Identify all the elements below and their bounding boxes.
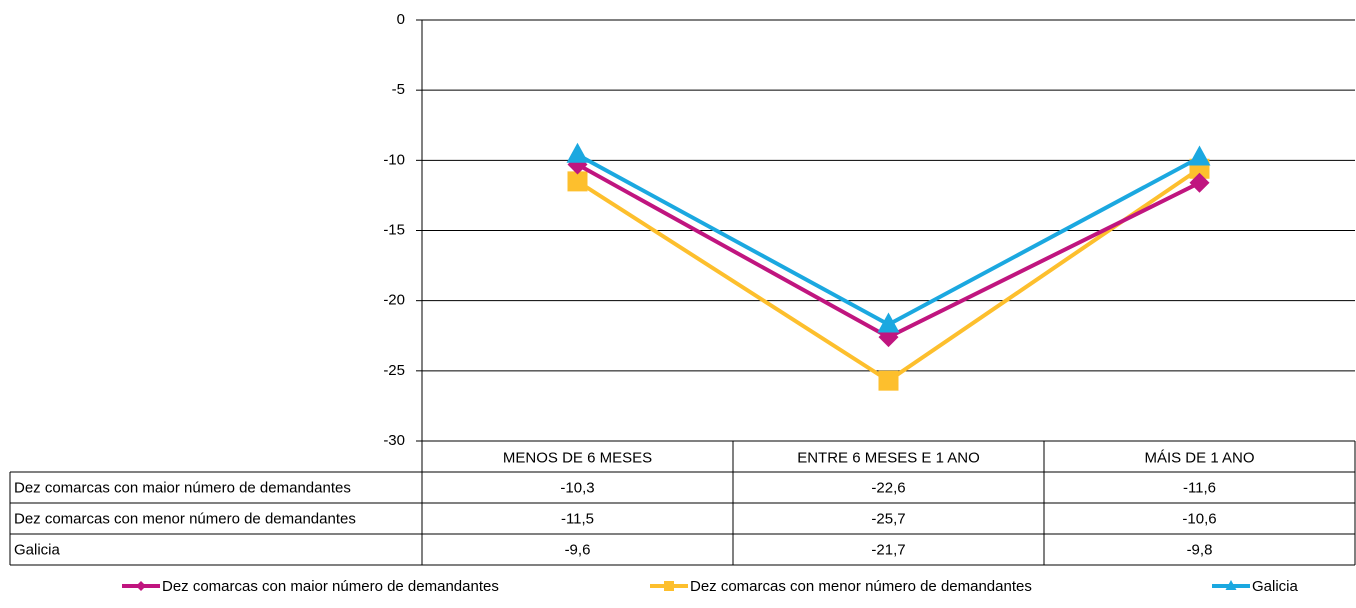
data-point xyxy=(567,171,588,192)
legend-marker xyxy=(664,581,674,591)
table-cell: -11,5 xyxy=(561,510,594,527)
y-tick-label: -15 xyxy=(383,221,405,238)
legend-marker xyxy=(1225,580,1237,590)
data-point xyxy=(1188,145,1211,166)
series-line xyxy=(576,162,1201,340)
legend-label: Dez comarcas con menor número de demanda… xyxy=(690,578,1032,595)
series-line xyxy=(576,167,1201,384)
data-point xyxy=(878,370,899,391)
table-row-label: Galicia xyxy=(14,541,61,558)
y-tick-label: 0 xyxy=(397,11,405,28)
table-cell: -25,7 xyxy=(871,510,905,527)
table-cell: -22,6 xyxy=(871,479,905,496)
y-tick-label: -30 xyxy=(383,432,405,449)
legend-marker xyxy=(136,581,146,591)
x-tick-label: MENOS DE 6 MESES xyxy=(503,449,652,466)
table-row-label: Dez comarcas con menor número de demanda… xyxy=(14,510,356,527)
table-cell: -10,3 xyxy=(560,479,594,496)
legend-label: Galicia xyxy=(1252,578,1299,595)
y-tick-label: -5 xyxy=(392,81,405,98)
table-cell: -9,8 xyxy=(1187,541,1213,558)
table-row-label: Dez comarcas con maior número de demanda… xyxy=(14,479,351,496)
table-cell: -21,7 xyxy=(871,541,905,558)
y-tick-label: -20 xyxy=(383,292,405,309)
y-tick-label: -10 xyxy=(383,151,405,168)
legend-label: Dez comarcas con maior número de demanda… xyxy=(162,578,499,595)
x-tick-label: ENTRE 6 MESES E 1 ANO xyxy=(797,449,980,466)
y-tick-label: -25 xyxy=(383,362,405,379)
table-cell: -9,6 xyxy=(565,541,591,558)
table-cell: -11,6 xyxy=(1183,479,1216,496)
data-point xyxy=(566,142,589,163)
data-point xyxy=(1189,172,1210,193)
table-cell: -10,6 xyxy=(1182,510,1216,527)
x-tick-label: MÁIS DE 1 ANO xyxy=(1144,449,1254,466)
data-point xyxy=(877,312,900,333)
